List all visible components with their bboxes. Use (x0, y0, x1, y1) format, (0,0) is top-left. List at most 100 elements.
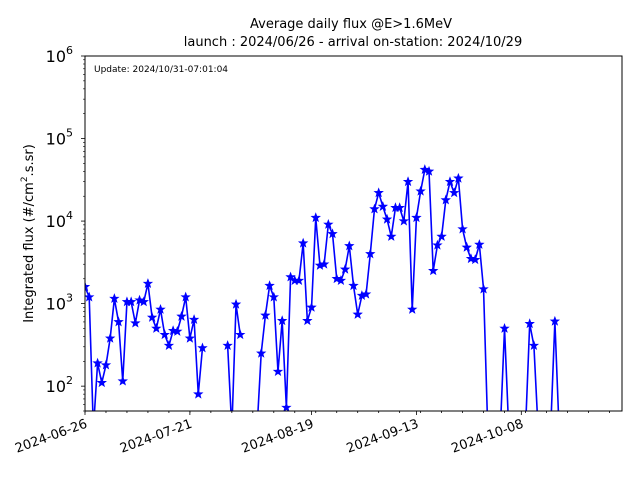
data-point-marker (146, 311, 158, 322)
data-point-marker (197, 342, 208, 353)
data-point-marker (398, 215, 410, 226)
y-tick-base: 10 (46, 377, 66, 396)
data-point-marker (302, 315, 313, 326)
data-point-marker (453, 172, 464, 183)
data-point-marker (457, 223, 468, 234)
data-point-marker (377, 201, 389, 211)
data-point-marker (138, 296, 149, 307)
plot-area: Update: 2024/10/31-07:01:04 (84, 55, 623, 412)
data-point-marker (104, 332, 116, 343)
data-point-marker (130, 317, 141, 328)
data-point-marker (428, 265, 439, 276)
data-point-marker (524, 318, 535, 329)
y-tick-label: 106 (46, 44, 73, 66)
y-tick-label: 104 (46, 209, 73, 231)
data-point-marker (281, 402, 292, 411)
data-point-marker (436, 231, 447, 241)
data-point-marker (92, 357, 103, 368)
data-point-marker (159, 329, 170, 340)
data-point-marker (260, 309, 271, 320)
series-layer (85, 164, 561, 411)
data-point-marker (474, 239, 485, 249)
data-point-marker (415, 185, 426, 196)
data-point-marker (142, 278, 154, 288)
series-line (85, 282, 204, 411)
data-point-marker (461, 241, 472, 252)
data-point-marker (469, 254, 481, 265)
y-tick-base: 10 (46, 130, 66, 149)
y-tick-exponent: 4 (66, 209, 73, 222)
series-line (550, 320, 560, 411)
data-point-marker (96, 377, 107, 388)
data-point-marker (193, 388, 204, 399)
data-point-marker (163, 340, 175, 351)
series-line (525, 322, 538, 411)
y-tick-base: 10 (46, 212, 66, 231)
series-line (226, 303, 242, 411)
series-line (500, 327, 509, 411)
x-tick-label: 2024-08-19 (240, 417, 316, 457)
data-point-marker (386, 231, 397, 241)
plot-frame (84, 55, 623, 412)
data-point-marker (125, 296, 137, 307)
data-point-marker (448, 187, 460, 198)
data-point-marker (478, 283, 489, 294)
data-point-marker (365, 248, 376, 259)
data-point-marker (235, 329, 246, 340)
data-point-marker (419, 164, 431, 175)
data-point-marker (394, 202, 405, 213)
y-tick-base: 10 (46, 295, 66, 314)
y-tick-label: 102 (46, 374, 73, 396)
x-axis: 2024-06-26 2024-07-21 2024-08-19 2024-09-13… (13, 411, 610, 457)
data-point-marker (134, 294, 145, 305)
data-point-marker (222, 340, 233, 351)
data-point-marker (268, 291, 279, 302)
data-point-marker (85, 281, 91, 292)
data-point-marker (323, 219, 334, 229)
data-point-marker (352, 308, 363, 319)
y-tick-exponent: 3 (66, 292, 73, 305)
data-point-marker (549, 315, 561, 326)
y-tick-label: 105 (46, 127, 73, 149)
y-tick-base: 10 (46, 47, 66, 66)
update-timestamp: Update: 2024/10/31-07:01:04 (94, 65, 228, 75)
data-point-marker (499, 323, 510, 333)
y-tick-label: 103 (46, 292, 73, 314)
data-point-marker (172, 325, 183, 336)
y-axis-label-superscript: 2 (20, 176, 30, 182)
data-point-marker (230, 298, 242, 309)
chart-subtitle: launch : 2024/06/26 - arrival on-station… (184, 35, 522, 50)
data-point-marker (85, 291, 95, 302)
x-tick-label: 2024-07-21 (118, 417, 194, 457)
chart-title: Average daily flux @E>1.6MeV (250, 17, 452, 32)
data-point-marker (151, 323, 162, 333)
data-point-marker (272, 366, 284, 377)
data-point-marker (369, 203, 380, 214)
x-tick-label: 2024-10-08 (450, 417, 526, 457)
data-point-marker (293, 275, 305, 286)
data-point-marker (155, 303, 166, 314)
data-point-marker (360, 288, 372, 299)
x-tick-label: 2024-09-13 (345, 417, 421, 457)
data-point-marker (327, 228, 338, 239)
data-point-marker (184, 332, 196, 343)
data-point-marker (335, 275, 347, 286)
data-point-marker (411, 212, 422, 223)
data-point-marker (373, 187, 384, 198)
data-point-marker (407, 303, 418, 314)
data-point-marker (318, 258, 330, 269)
y-tick-exponent: 2 (66, 374, 73, 387)
data-point-marker (310, 212, 321, 223)
data-point-marker (440, 194, 451, 205)
data-point-marker (180, 291, 191, 302)
data-point-marker (297, 237, 309, 248)
data-point-marker (176, 310, 187, 321)
data-point-marker (113, 316, 124, 327)
y-axis-label-suffix: .s.sr) (22, 144, 37, 176)
data-point-marker (423, 165, 435, 176)
x-tick-label: 2024-06-26 (13, 417, 89, 457)
data-point-marker (344, 240, 355, 251)
data-point-marker (306, 301, 317, 312)
